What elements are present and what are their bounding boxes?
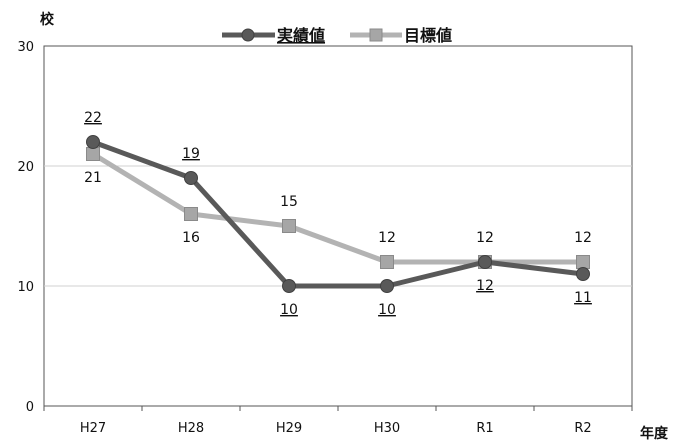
data-labels: 22 19 10 10 12 11 21 16 15 12 12 12 [84,110,592,318]
data-point-actual [184,171,198,185]
x-tick-label: H27 [80,421,106,436]
y-tick-label: 0 [26,400,34,415]
data-label-actual: 19 [182,146,200,162]
x-tick-label: R1 [476,421,493,436]
data-point-actual [282,279,296,293]
y-unit-label: 校 [40,11,55,28]
data-label-target: 12 [574,230,592,246]
data-point-actual [576,267,590,281]
series-lines [86,135,590,293]
data-label-target: 16 [182,230,200,246]
data-point-actual [86,135,100,149]
legend-label-target: 目標値 [404,26,452,45]
data-label-target: 21 [84,170,102,186]
data-point-target [282,219,296,233]
x-tick-label: R2 [574,421,591,436]
data-point-target [86,147,100,161]
legend-label-actual: 実績値 [277,26,325,45]
y-tick-label: 30 [17,40,34,55]
series-line-0 [92,139,584,289]
x-tick-label: H30 [374,421,400,436]
x-axis: H27 H28 H29 H30 R1 R2 [43,406,633,436]
data-label-actual: 22 [84,110,102,126]
data-label-target: 15 [280,194,298,210]
data-label-actual: 11 [574,290,592,306]
legend-marker-target [369,28,383,42]
data-point-target [576,255,590,269]
x-tick-label: H29 [276,421,302,436]
data-label-actual: 12 [476,278,494,294]
data-point-target [184,207,198,221]
data-label-actual: 10 [280,302,298,318]
data-point-target [380,255,394,269]
data-point-actual [380,279,394,293]
plot-area [43,45,633,407]
data-point-actual [478,255,492,269]
y-tick-label: 10 [17,280,34,295]
legend: 実績値 目標値 [222,26,452,45]
x-unit-label: 年度 [640,425,669,441]
data-label-actual: 10 [378,302,396,318]
data-label-target: 12 [378,230,396,246]
y-axis-tick-labels: 0 10 20 30 [17,40,34,415]
x-tick-label: H28 [178,421,204,436]
data-label-target: 12 [476,230,494,246]
legend-marker-actual [241,28,255,42]
y-tick-label: 20 [17,160,34,175]
